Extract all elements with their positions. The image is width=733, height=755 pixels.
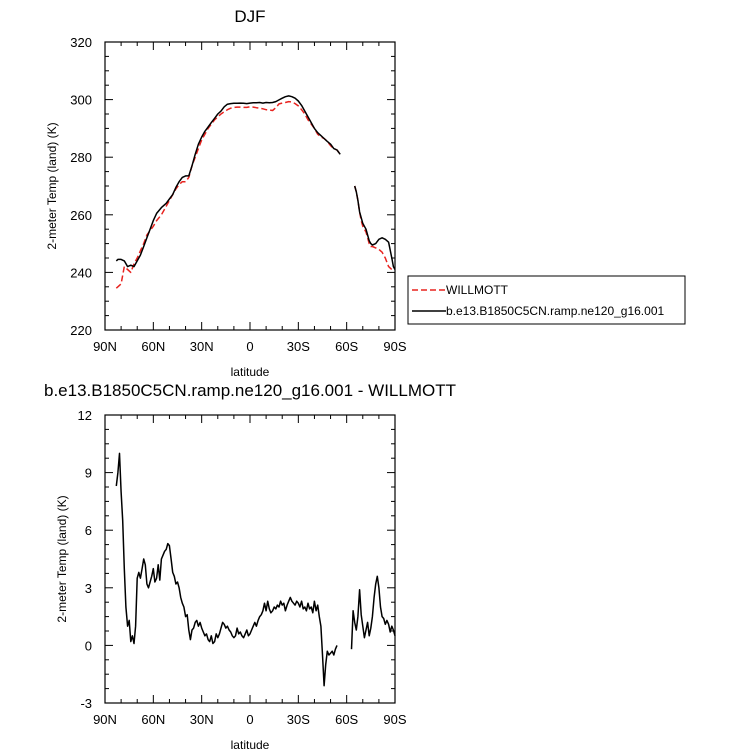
top-chart-plot-frame [104,41,396,331]
legend-label-model: b.e13.B1850C5CN.ramp.ne120_g16.001 [446,304,664,318]
x-tick-label: 0 [246,712,253,727]
x-tick-label: 90S [383,339,406,354]
bottom-chart-plot-frame [104,414,396,704]
series-line-difference [350,575,396,650]
y-tick-label: 300 [70,93,92,108]
x-tick-label: 30N [190,339,214,354]
legend-label-willmott: WILLMOTT [446,283,509,297]
series-line-b-e13-b1850c5cn-ramp-ne120-g16-001 [353,185,396,270]
bottom-chart: b.e13.B1850C5CN.ramp.ne120_g16.001 - WIL… [44,381,456,752]
x-tick-label: 60N [141,712,165,727]
top-chart-series [115,95,396,289]
x-tick-label: 0 [246,339,253,354]
y-tick-label: 260 [70,208,92,223]
bottom-chart-ticks [104,414,396,704]
y-tick-label: 320 [70,35,92,50]
y-tick-label: 6 [85,523,92,538]
x-tick-label: 90N [93,339,117,354]
x-tick-label: 30S [287,339,310,354]
series-line-difference [115,452,338,687]
x-tick-label: 30S [287,712,310,727]
top-chart-ticks [104,41,396,331]
x-tick-label: 90N [93,712,117,727]
series-line-b-e13-b1850c5cn-ramp-ne120-g16-001 [115,95,341,268]
series-line-willmott [115,100,341,289]
x-tick-label: 60S [335,712,358,727]
top-chart-x-axis-label: latitude [231,365,270,379]
y-tick-label: 9 [85,466,92,481]
bottom-chart-series [115,452,396,687]
y-tick-label: 280 [70,150,92,165]
top-chart: DJF 90N 60N 30N 0 30S 60S 90S 220 240 260 280 300 32… [45,7,686,379]
y-tick-label: 0 [85,638,92,653]
top-chart-title: DJF [234,7,265,26]
top-chart-y-axis-label: 2-meter Temp (land) (K) [45,122,59,249]
y-tick-label: -3 [80,696,92,711]
bottom-chart-title: b.e13.B1850C5CN.ramp.ne120_g16.001 - WIL… [44,381,456,400]
bottom-chart-tick-labels: 90N 60N 30N 0 30S 60S 90S -3 0 3 6 9 12 [78,408,407,727]
legend-box [407,275,686,325]
top-chart-tick-labels: 90N 60N 30N 0 30S 60S 90S 220 240 260 280 300 320 [70,35,407,354]
x-tick-label: 60S [335,339,358,354]
legend: WILLMOTT b.e13.B1850C5CN.ramp.ne120_g16.… [407,275,686,325]
x-tick-label: 90S [383,712,406,727]
x-tick-label: 30N [190,712,214,727]
x-tick-label: 60N [141,339,165,354]
y-tick-label: 3 [85,581,92,596]
bottom-chart-y-axis-label: 2-meter Temp (land) (K) [55,495,69,622]
y-tick-label: 12 [78,408,92,423]
bottom-chart-x-axis-label: latitude [231,738,270,752]
y-tick-label: 240 [70,265,92,280]
series-line-willmott [353,185,393,271]
y-tick-label: 220 [70,323,92,338]
